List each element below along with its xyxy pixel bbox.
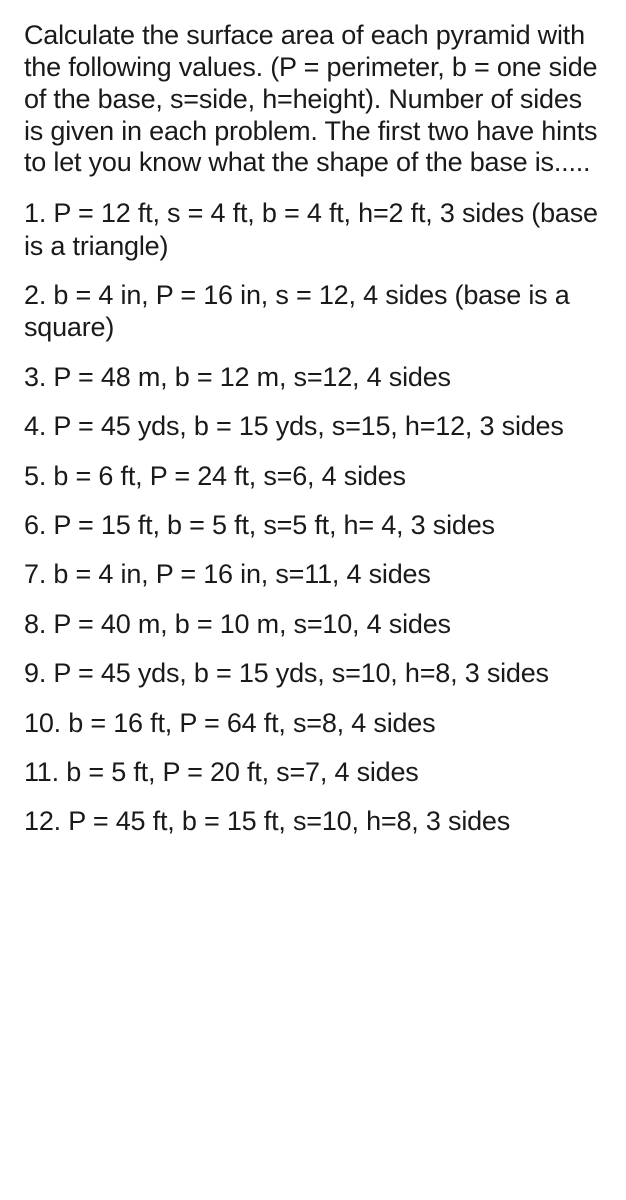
problem-6: 6. P = 15 ft, b = 5 ft, s=5 ft, h= 4, 3 … xyxy=(24,509,602,541)
problem-10: 10. b = 16 ft, P = 64 ft, s=8, 4 sides xyxy=(24,707,602,739)
problem-1: 1. P = 12 ft, s = 4 ft, b = 4 ft, h=2 ft… xyxy=(24,197,602,262)
problem-5: 5. b = 6 ft, P = 24 ft, s=6, 4 sides xyxy=(24,460,602,492)
problem-2: 2. b = 4 in, P = 16 in, s = 12, 4 sides … xyxy=(24,279,602,344)
problem-9: 9. P = 45 yds, b = 15 yds, s=10, h=8, 3 … xyxy=(24,657,602,689)
problem-8: 8. P = 40 m, b = 10 m, s=10, 4 sides xyxy=(24,608,602,640)
problem-4: 4. P = 45 yds, b = 15 yds, s=15, h=12, 3… xyxy=(24,410,602,442)
problem-11: 11. b = 5 ft, P = 20 ft, s=7, 4 sides xyxy=(24,756,602,788)
problem-12: 12. P = 45 ft, b = 15 ft, s=10, h=8, 3 s… xyxy=(24,805,602,837)
problem-3: 3. P = 48 m, b = 12 m, s=12, 4 sides xyxy=(24,361,602,393)
worksheet-instructions: Calculate the surface area of each pyram… xyxy=(24,20,602,179)
problem-7: 7. b = 4 in, P = 16 in, s=11, 4 sides xyxy=(24,558,602,590)
